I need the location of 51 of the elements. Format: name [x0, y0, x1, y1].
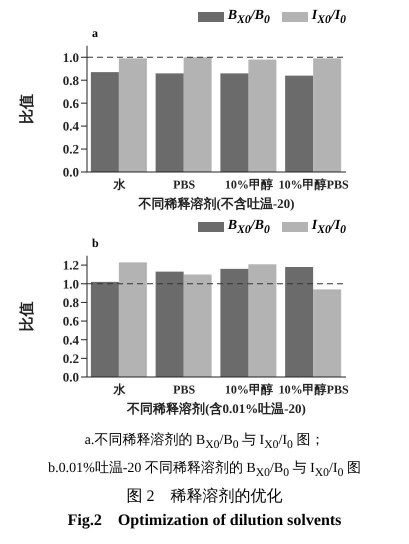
y-axis-title: 比值	[18, 94, 36, 124]
bar	[285, 76, 314, 172]
bar	[156, 73, 184, 172]
x-axis-title: 不同稀释溶剂(含0.01%吐温-20)	[126, 401, 306, 416]
legend-label: B$_{X0}$/B$_{0}$	[228, 8, 270, 26]
bar	[313, 58, 342, 172]
x-tick-label: 10%甲醇	[224, 382, 273, 397]
bar	[285, 266, 314, 377]
x-tick-label: PBS	[173, 382, 196, 397]
bar	[156, 272, 184, 377]
bar	[184, 57, 212, 172]
y-tick-label: 0.6	[62, 314, 80, 329]
legend-label: B$_{X0}$/B$_{0}$	[228, 218, 270, 236]
text: a.不同稀释溶剂的 B$_{X0}$/B$_{0}$ 与 I$_{X0}$/I$_{0}$ 图；	[84, 433, 324, 451]
x-tick-label: PBS	[173, 178, 196, 192]
y-tick-label: 0.4	[62, 118, 80, 134]
y-tick-label: 1.2	[62, 258, 79, 273]
y-tick-label: 0.0	[62, 370, 79, 385]
bar	[90, 282, 119, 377]
legend-label: I$_{X0}$/I$_{0}$	[312, 218, 346, 236]
caption: 图 2 稀释溶剂的优化	[126, 486, 284, 507]
legend-label: I$_{X0}$/I$_{0}$	[312, 8, 346, 26]
x-tick-label: 水	[112, 382, 126, 397]
y-axis-title: 比值	[18, 301, 36, 332]
y-tick-label: 1.0	[62, 50, 79, 65]
y-tick-label: 0.2	[62, 350, 79, 366]
x-tick-label: 10%甲醇	[224, 178, 273, 192]
bar	[248, 264, 276, 377]
y-tick-label: 0.2	[62, 142, 79, 157]
bar	[90, 72, 119, 172]
x-tick-label: 10%甲醇PBS	[278, 178, 349, 192]
bar	[184, 274, 212, 377]
y-tick-label: 0.0	[62, 164, 79, 180]
text: b	[92, 236, 99, 251]
y-tick-label: 1.0	[62, 276, 79, 292]
y-tick-label: 0.8	[62, 72, 80, 88]
bar	[248, 60, 276, 172]
bar	[118, 58, 147, 172]
bar	[220, 73, 248, 172]
text: b.0.01%吐温-20 不同稀释溶剂的 B$_{X0}$/B$_{0}$ 与 I$_{X0}$/I$_{0}$ 图	[48, 460, 361, 479]
y-tick-label: 0.6	[62, 96, 80, 111]
x-axis-title: 不同稀释溶剂(不含吐温-20)	[138, 196, 294, 211]
text: a	[92, 26, 98, 41]
y-tick-label: 0.4	[62, 332, 80, 348]
x-tick-label: 水	[112, 178, 126, 192]
bar	[313, 289, 342, 377]
bar	[118, 262, 147, 377]
x-tick-label: 10%甲醇PBS	[278, 382, 349, 397]
bar	[220, 268, 248, 377]
caption: Fig.2 Optimization of dilution solvents	[66, 510, 342, 531]
y-tick-label: 0.8	[62, 295, 80, 310]
